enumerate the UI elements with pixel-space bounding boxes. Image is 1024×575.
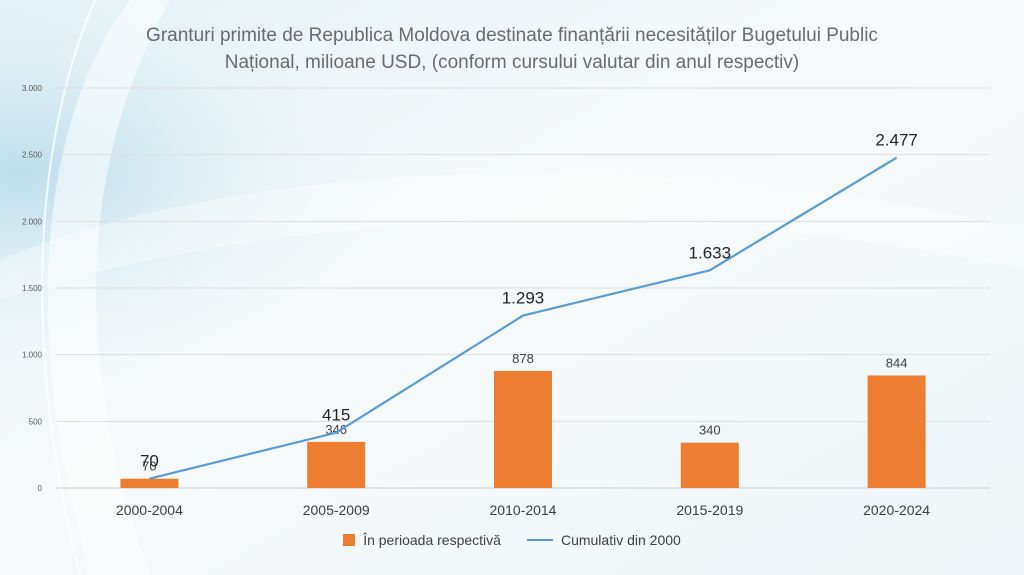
chart-title-line-1: Granturi primite de Republica Moldova de… <box>146 25 878 46</box>
x-tick-label: 2020-2024 <box>863 502 930 518</box>
legend-swatch-line <box>526 539 553 541</box>
bar <box>680 442 739 488</box>
x-tick-label: 2005-2009 <box>303 502 370 518</box>
line-data-label: 1.633 <box>689 243 732 262</box>
y-tick-label: 1.500 <box>22 284 43 293</box>
chart-legend: În perioada respectivă Cumulativ din 200… <box>0 532 1024 548</box>
line-data-label: 70 <box>140 452 159 471</box>
y-tick-label: 1.000 <box>22 351 43 360</box>
y-tick-label: 500 <box>29 417 43 426</box>
y-tick-label: 3.000 <box>22 84 43 93</box>
legend-swatch-bars <box>343 534 356 546</box>
cumulative-line <box>149 156 898 480</box>
x-tick-label: 2000-2004 <box>116 502 183 518</box>
bar <box>307 441 366 488</box>
legend-label-bars: În perioada respectivă <box>363 532 501 548</box>
legend-item-bars[interactable]: În perioada respectivă <box>343 532 501 548</box>
line-data-label: 1.293 <box>502 289 545 308</box>
line-data-label: 2.477 <box>875 131 918 150</box>
y-tick-label: 2.000 <box>22 217 43 226</box>
chart-title: Granturi primite de Republica Moldova de… <box>60 22 964 76</box>
bar <box>120 478 179 488</box>
x-tick-label: 2010-2014 <box>490 502 557 518</box>
line-data-label: 415 <box>322 406 350 425</box>
legend-label-line: Cumulativ din 2000 <box>560 532 681 548</box>
x-tick-label: 2015-2019 <box>676 502 743 518</box>
bar-data-label: 844 <box>886 355 908 370</box>
chart-title-line-2: Național, milioane USD, (conform cursulu… <box>224 52 800 73</box>
bar-data-label: 340 <box>699 423 721 438</box>
bar <box>494 370 552 488</box>
legend-item-line[interactable]: Cumulativ din 2000 <box>526 532 681 548</box>
y-tick-label: 2.500 <box>22 151 43 160</box>
bar-data-label: 70 <box>142 459 156 474</box>
y-tick-label: 0 <box>38 484 43 493</box>
bar-data-label: 878 <box>512 351 534 366</box>
bar <box>867 375 926 488</box>
